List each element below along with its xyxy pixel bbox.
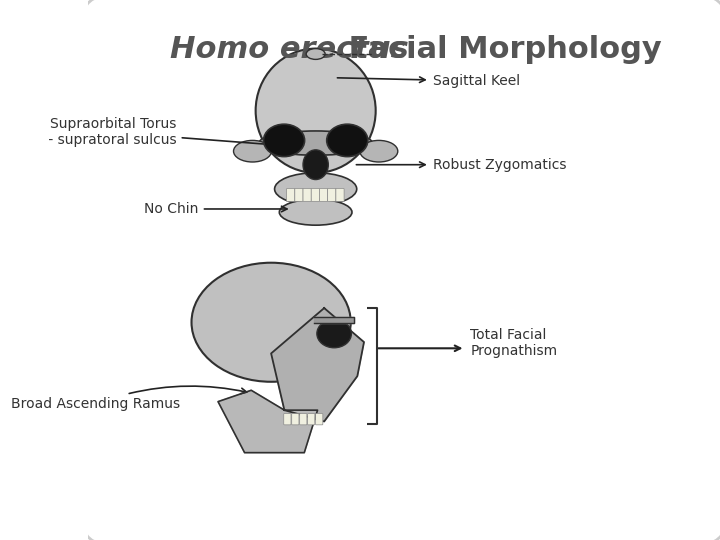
FancyBboxPatch shape	[336, 188, 344, 201]
Ellipse shape	[303, 150, 328, 180]
Text: Total Facial
Prognathism: Total Facial Prognathism	[470, 328, 557, 358]
FancyBboxPatch shape	[287, 188, 294, 201]
Text: No Chin: No Chin	[145, 202, 287, 216]
Ellipse shape	[327, 124, 368, 157]
FancyBboxPatch shape	[82, 0, 720, 540]
Text: Robust Zygomatics: Robust Zygomatics	[356, 158, 566, 172]
FancyBboxPatch shape	[311, 188, 320, 201]
Ellipse shape	[258, 131, 372, 156]
Ellipse shape	[192, 262, 351, 382]
Ellipse shape	[317, 319, 351, 348]
Text: Supraorbital Torus
 - supratoral sulcus: Supraorbital Torus - supratoral sulcus	[44, 117, 282, 148]
FancyBboxPatch shape	[315, 414, 323, 425]
FancyBboxPatch shape	[294, 188, 303, 201]
Ellipse shape	[274, 173, 356, 205]
Text: Broad Ascending Ramus: Broad Ascending Ramus	[11, 386, 247, 411]
Ellipse shape	[306, 49, 325, 59]
Ellipse shape	[279, 199, 352, 225]
Ellipse shape	[233, 140, 271, 162]
Text: Facial Morphology: Facial Morphology	[338, 35, 662, 64]
Ellipse shape	[256, 49, 376, 173]
Polygon shape	[218, 390, 318, 453]
Polygon shape	[314, 316, 354, 323]
Text: Homo erectus: Homo erectus	[171, 35, 409, 64]
FancyBboxPatch shape	[303, 188, 311, 201]
Text: Sagittal Keel: Sagittal Keel	[338, 74, 520, 88]
FancyBboxPatch shape	[284, 414, 291, 425]
Polygon shape	[271, 308, 364, 421]
Ellipse shape	[360, 140, 397, 162]
FancyBboxPatch shape	[320, 188, 328, 201]
FancyBboxPatch shape	[328, 188, 336, 201]
Ellipse shape	[264, 124, 305, 157]
FancyBboxPatch shape	[300, 414, 307, 425]
FancyBboxPatch shape	[292, 414, 299, 425]
FancyBboxPatch shape	[307, 414, 315, 425]
